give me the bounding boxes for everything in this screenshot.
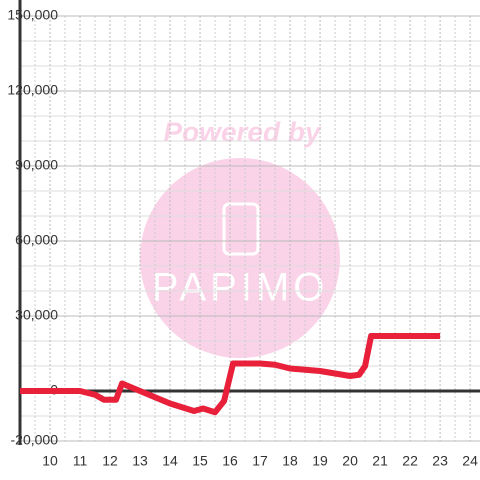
x-tick-label: 19 [312, 453, 328, 469]
x-tick-label: 22 [402, 453, 418, 469]
y-tick-label: 30,000 [15, 307, 58, 323]
x-tick-label: 14 [162, 453, 178, 469]
x-tick-label: 24 [462, 453, 478, 469]
x-tick-label: 11 [73, 453, 88, 469]
y-tick-label: 60,000 [15, 232, 58, 248]
x-tick-label: 18 [282, 453, 298, 469]
x-tick-label: 17 [252, 453, 268, 469]
x-tick-label: 10 [42, 453, 58, 469]
x-tick-label: 21 [372, 453, 388, 469]
y-tick-label: 90,000 [15, 157, 58, 173]
x-tick-label: 12 [102, 453, 118, 469]
data-line [20, 333, 441, 416]
watermark-logo: PAPIMO [152, 266, 329, 310]
x-tick-label: 13 [132, 453, 148, 469]
x-tick-label: 15 [192, 453, 208, 469]
watermark-icon [222, 202, 260, 256]
y-tick-label: 120,000 [7, 82, 58, 98]
y-tick-label: -20,000 [11, 432, 59, 448]
x-tick-label: 16 [222, 453, 238, 469]
x-tick-label: 23 [432, 453, 448, 469]
watermark-text: Powered by [163, 116, 322, 147]
x-tick-label: 20 [342, 453, 358, 469]
y-tick-label: 150,000 [7, 7, 58, 23]
